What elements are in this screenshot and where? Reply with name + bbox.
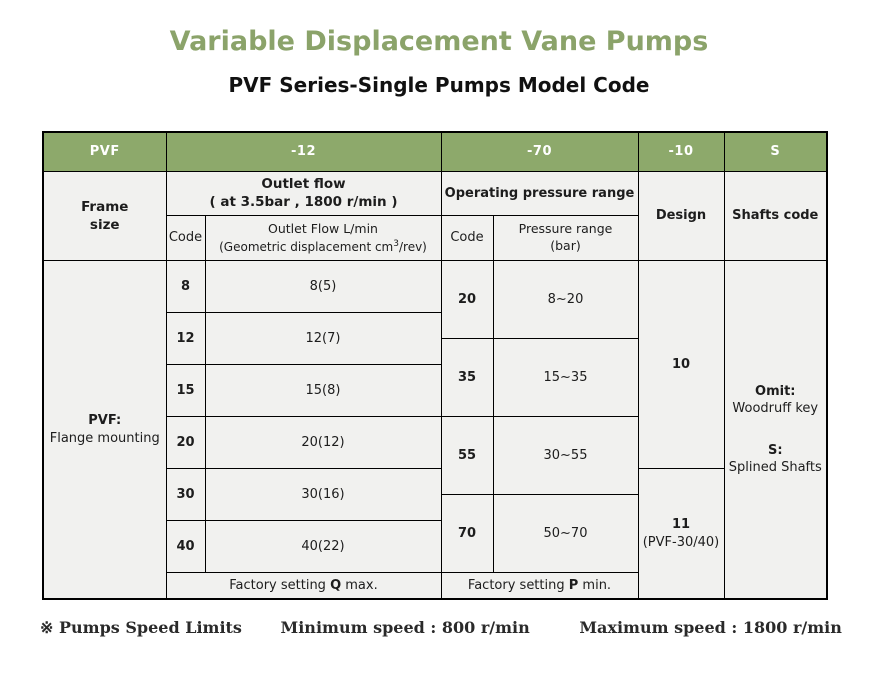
header-row-main: Frame size Outlet flow ( at 3.5bar , 180…: [42, 170, 828, 261]
design-11-label: 11: [671, 517, 691, 533]
factory-setting-row: Factory setting Q max. Factory setting P…: [43, 571, 827, 600]
frame-mounting-label: Flange mounting: [49, 430, 160, 446]
shaft-omit-label: Omit:: [755, 383, 796, 399]
factory-setting-q: Factory setting Q max.: [165, 571, 442, 600]
design-10-cell: 10: [637, 259, 725, 469]
flow-code-15: 15: [165, 363, 206, 417]
pressure-code-20: 20: [440, 259, 494, 339]
shaft-s-block: S: Splined Shafts: [725, 442, 826, 477]
table-row: PVF: Flange mounting 8 8(5) 20 8~20 10 O…: [42, 259, 828, 600]
flow-code-40: 40: [165, 519, 206, 573]
shaft-s-text: Splined Shafts: [728, 460, 822, 476]
shafts-code-header: Shafts code: [723, 170, 828, 261]
table-row: 15 15(8): [43, 363, 827, 417]
note-maximum-speed: Maximum speed : 1800 r/min: [579, 618, 842, 638]
flow-value-15: 15(8): [204, 363, 442, 417]
model-code-row: PVF -12 -70 -10 S: [42, 131, 828, 172]
pressure-code-55: 55: [440, 415, 494, 495]
pressure-range-label: Pressure range (bar): [492, 214, 639, 261]
flow-value-40: 40(22): [204, 519, 442, 573]
model-code-pvf: PVF: [42, 131, 167, 172]
note-prefix: ※ Pumps Speed Limits: [40, 618, 242, 638]
outlet-flow-unit-line1: Outlet Flow L/min: [268, 220, 378, 236]
frame-size-line2: size: [89, 216, 120, 233]
flow-code-8: 8: [165, 259, 206, 313]
design-header: Design: [637, 170, 725, 261]
outlet-flow-title: Outlet flow: [261, 176, 346, 193]
shaft-omit-block: Omit: Woodruff key: [725, 383, 826, 418]
pressure-code-label: Code: [440, 214, 494, 261]
header-row-sub: Code Outlet Flow L/min (Geometric displa…: [43, 214, 827, 261]
flow-value-30: 30(16): [204, 467, 442, 521]
frame-size-header: Frame size: [42, 170, 167, 261]
note-minimum-speed: Minimum speed : 800 r/min: [280, 618, 530, 638]
model-code-table: PVF -12 -70 -10 S Frame size Outlet flow…: [42, 131, 828, 601]
model-code-flow: -12: [165, 131, 442, 172]
model-code-pressure: -70: [440, 131, 639, 172]
table-row: 35 15~35: [43, 337, 827, 417]
frame-pvf-label: PVF:: [88, 413, 122, 429]
table-row: 30 30(16) 11 (PVF-30/40): [43, 467, 827, 600]
flow-code-20: 20: [165, 415, 206, 469]
model-code-shafts: S: [723, 131, 828, 172]
model-code-design: -10: [637, 131, 725, 172]
cubed-superscript: 3: [393, 238, 399, 249]
outlet-flow-unit-label: Outlet Flow L/min (Geometric displacemen…: [204, 214, 442, 261]
pressure-range-70: 50~70: [492, 493, 639, 573]
pressure-code-35: 35: [440, 337, 494, 417]
flow-code-30: 30: [165, 467, 206, 521]
table-row: 70 50~70: [43, 493, 827, 573]
shaft-s-label: S:: [767, 442, 783, 458]
table-row: 12 12(7): [43, 311, 827, 365]
design-11-cell: 11 (PVF-30/40): [637, 467, 725, 600]
table-row: 20 20(12) 55 30~55: [43, 415, 827, 495]
frame-size-line1: Frame: [81, 198, 129, 215]
pressure-range-line2: (bar): [550, 237, 581, 253]
shafts-code-body: Omit: Woodruff key S: Splined Shafts: [723, 259, 828, 600]
pressure-range-35: 15~35: [492, 337, 639, 417]
outlet-code-label: Code: [165, 214, 206, 261]
factory-setting-p: Factory setting P min.: [440, 571, 639, 600]
flow-value-12: 12(7): [204, 311, 442, 365]
pressure-code-70: 70: [440, 493, 494, 573]
design-11-note: (PVF-30/40): [642, 534, 720, 550]
shaft-omit-text: Woodruff key: [732, 401, 819, 417]
page-title: Variable Displacement Vane Pumps: [169, 26, 709, 57]
outlet-flow-unit-line2: (Geometric displacement cm3/rev): [219, 238, 427, 254]
outlet-flow-condition: ( at 3.5bar , 1800 r/min ): [209, 194, 398, 211]
pressure-range-20: 8~20: [492, 259, 639, 339]
pressure-range-55: 30~55: [492, 415, 639, 495]
operating-pressure-header: Operating pressure range: [440, 170, 639, 216]
pumps-speed-limits-note: ※ Pumps Speed Limits Minimum speed : 800…: [40, 618, 878, 637]
page-subtitle: PVF Series-Single Pumps Model Code: [228, 73, 650, 98]
outlet-flow-header: Outlet flow ( at 3.5bar , 1800 r/min ): [165, 170, 442, 216]
flow-value-20: 20(12): [204, 415, 442, 469]
flow-code-12: 12: [165, 311, 206, 365]
flow-value-8: 8(5): [204, 259, 442, 313]
frame-size-body: PVF: Flange mounting: [42, 259, 167, 600]
pressure-range-line1: Pressure range: [518, 221, 613, 237]
